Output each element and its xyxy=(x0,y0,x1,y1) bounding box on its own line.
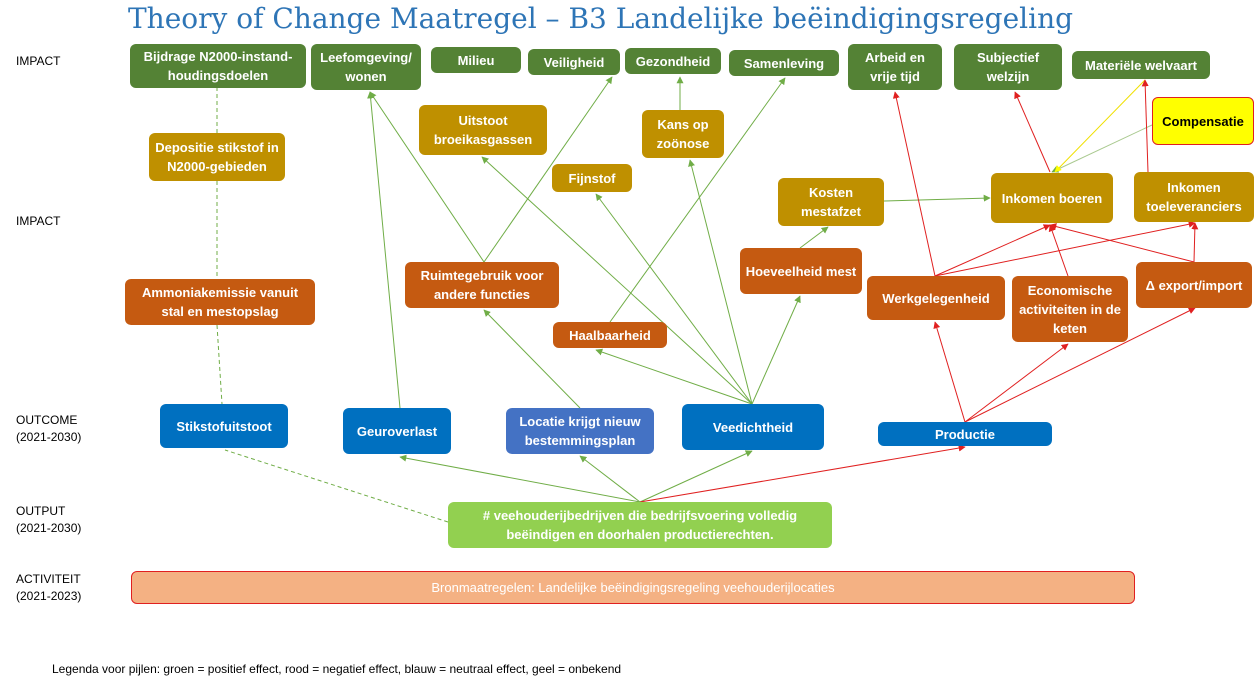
node: Locatie krijgt nieuw bestemmingsplan xyxy=(506,408,654,454)
arrow xyxy=(1048,224,1069,277)
node: Productie xyxy=(878,422,1052,446)
node: Bronmaatregelen: Landelijke beëindigings… xyxy=(131,571,1135,604)
node: Subjectief welzijn xyxy=(954,44,1062,90)
arrow xyxy=(224,449,449,523)
node: Inkomen boeren xyxy=(991,173,1113,223)
row-label: IMPACT xyxy=(16,53,60,70)
node: Haalbaarheid xyxy=(553,322,667,348)
arrow xyxy=(1054,79,1146,173)
arrow xyxy=(595,348,753,405)
node: Samenleving xyxy=(729,50,839,76)
row-label-line: IMPACT xyxy=(16,214,61,228)
node: Depositie stikstof in N2000-gebieden xyxy=(149,133,285,181)
arrow xyxy=(688,159,753,405)
row-label-line: (2021-2030) xyxy=(16,430,82,444)
arrow xyxy=(1049,223,1195,263)
node: Uitstoot broeikasgassen xyxy=(419,105,547,155)
node: Ammoniakemissie vanuit stal en mestopsla… xyxy=(125,279,315,325)
node: Veedichtheid xyxy=(682,404,824,450)
arrow xyxy=(1141,79,1149,173)
node: Gezondheid xyxy=(625,48,721,74)
node: Arbeid en vrije tijd xyxy=(848,44,942,90)
node: Geuroverlast xyxy=(343,408,451,454)
arrow xyxy=(483,309,581,409)
node: Economische activiteiten in de keten xyxy=(1012,276,1128,342)
row-label: OUTPUT (2021-2030) xyxy=(16,503,81,537)
node: Δ export/import xyxy=(1136,262,1252,308)
node: Werkgelegenheid xyxy=(867,276,1005,320)
row-label-line: OUTPUT xyxy=(16,504,66,518)
node: Kans op zoönose xyxy=(642,110,724,158)
row-label-line: OUTCOME xyxy=(16,413,78,427)
arrow xyxy=(934,224,1051,277)
arrow xyxy=(799,226,829,249)
arrow xyxy=(883,194,991,202)
node: Materiële welvaart xyxy=(1072,51,1210,79)
arrow xyxy=(609,77,786,323)
row-label: IMPACT xyxy=(16,213,60,230)
node: Milieu xyxy=(431,47,521,73)
node: Inkomen toeleveranciers xyxy=(1134,172,1254,222)
arrow xyxy=(639,444,966,503)
arrow xyxy=(892,91,936,277)
row-label-line: (2021-2023) xyxy=(16,589,82,603)
arrow xyxy=(367,91,401,409)
arrow xyxy=(399,454,641,503)
node: Ruimtegebruik voor andere functies xyxy=(405,262,559,308)
row-label-line: IMPACT xyxy=(16,54,61,68)
node: Bijdrage N2000-instand-houdingsdoelen xyxy=(130,44,306,88)
arrow xyxy=(751,295,801,405)
arrow xyxy=(964,307,1196,423)
arrow xyxy=(1014,91,1051,173)
arrow xyxy=(369,91,485,263)
arrow xyxy=(639,450,753,503)
arrow xyxy=(1191,222,1199,263)
row-label-line: (2021-2030) xyxy=(16,521,82,535)
node: Compensatie xyxy=(1152,97,1254,145)
node: Kosten mestafzet xyxy=(778,178,884,226)
arrow xyxy=(483,76,613,263)
row-label: ACTIVITEIT (2021-2023) xyxy=(16,571,81,605)
arrow xyxy=(933,321,966,423)
arrow xyxy=(579,455,641,503)
node: Veiligheid xyxy=(528,49,620,75)
row-label-line: ACTIVITEIT xyxy=(16,572,81,586)
row-label: OUTCOME (2021-2030) xyxy=(16,412,81,446)
arrow xyxy=(595,193,753,405)
arrow xyxy=(964,343,1069,423)
arrow xyxy=(216,324,223,405)
title: Theory of Change Maatregel – B3 Landelij… xyxy=(128,2,1074,35)
node: Stikstofuitstoot xyxy=(160,404,288,448)
node: # veehouderijbedrijven die bedrijfsvoeri… xyxy=(448,502,832,548)
legend: Legenda voor pijlen: groen = positief ef… xyxy=(52,662,622,676)
node: Leefomgeving/ wonen xyxy=(311,44,421,90)
arrow xyxy=(934,220,1196,277)
node: Fijnstof xyxy=(552,164,632,192)
node: Hoeveelheid mest xyxy=(740,248,862,294)
arrow xyxy=(1051,124,1153,173)
arrow xyxy=(481,156,753,405)
